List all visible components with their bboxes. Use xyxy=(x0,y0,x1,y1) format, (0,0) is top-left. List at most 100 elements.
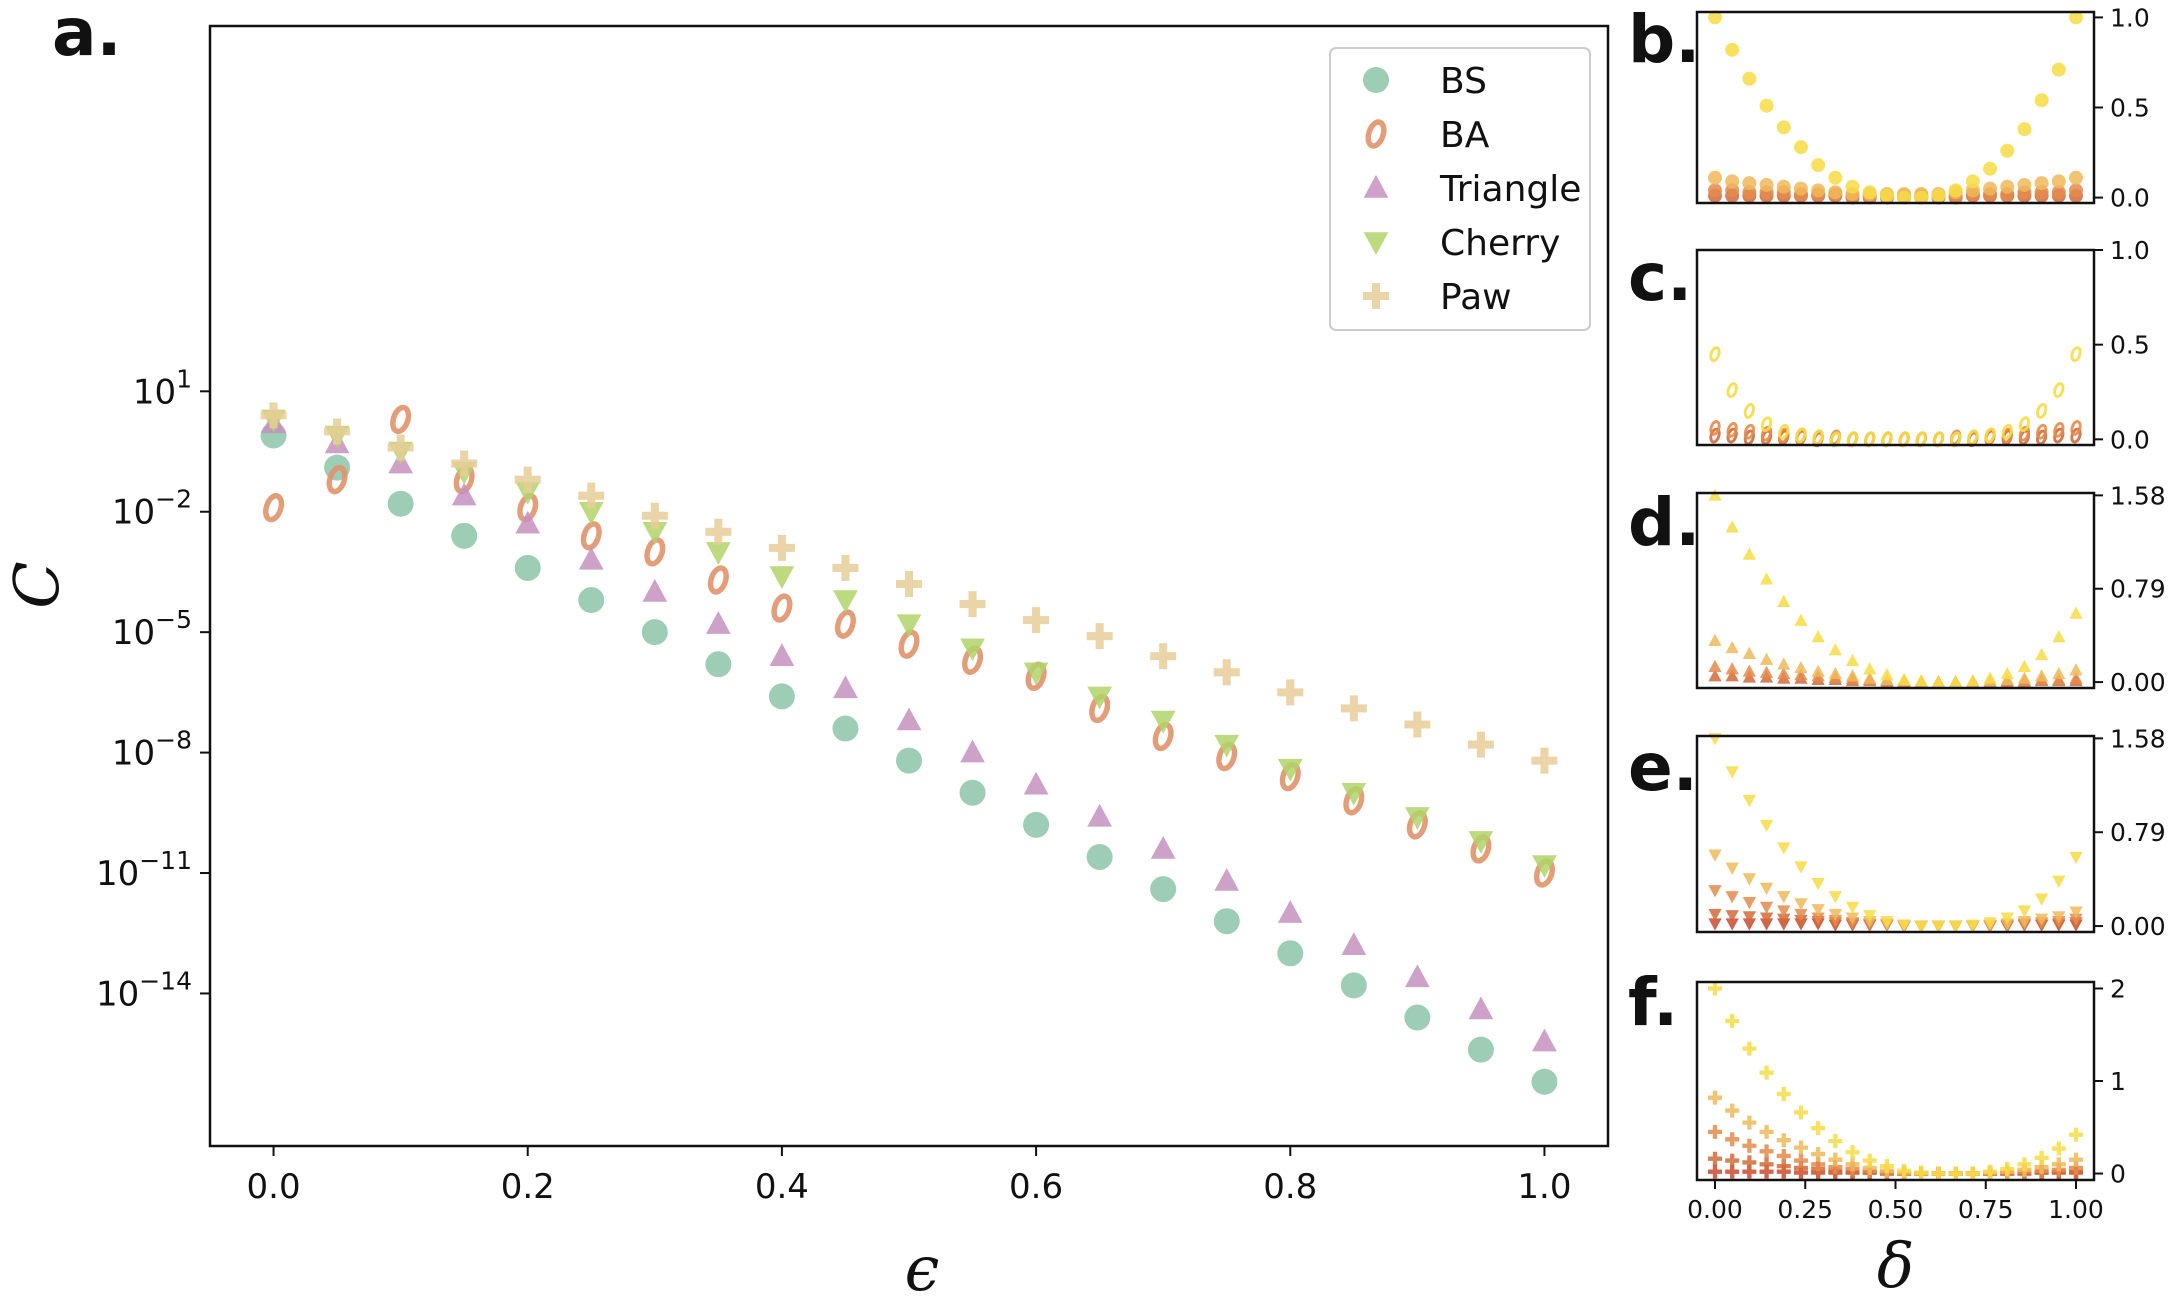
data-point-triangle xyxy=(706,611,731,634)
data-point-series-1 xyxy=(1760,416,1773,433)
data-point-bs xyxy=(1404,1004,1431,1031)
data-point-series-2 xyxy=(1845,669,1860,682)
data-point-series-3 xyxy=(2069,913,2083,926)
small-panels: b. 0.0 0.5 1.0 c. 0.0 0.5 1.0 d. 0.00 0.79 1.58 e. 0.… xyxy=(1628,1,2166,1297)
data-point-series-1 xyxy=(1984,427,1996,444)
data-point-bs xyxy=(705,651,732,678)
data-point-series-3 xyxy=(1777,666,1791,680)
data-point-triangle xyxy=(1087,803,1112,827)
panel-frame xyxy=(1695,491,2096,690)
data-point-series-1 xyxy=(1743,403,1756,419)
panel-a-letter: a. xyxy=(52,0,122,71)
data-point-series-5 xyxy=(1742,1164,1757,1179)
data-point-series-1 xyxy=(1931,188,1946,203)
data-point-series-1 xyxy=(1879,1159,1894,1174)
data-point-series-2 xyxy=(2017,177,2032,192)
data-point-series-2 xyxy=(2035,423,2048,440)
data-point-cherry xyxy=(515,481,541,505)
data-point-series-2 xyxy=(1777,891,1791,904)
data-point-series-1 xyxy=(1742,794,1757,808)
data-point-bs xyxy=(832,715,859,742)
data-point-series-2 xyxy=(1793,181,1808,196)
data-point-series-4 xyxy=(1708,908,1722,922)
data-point-series-2 xyxy=(1759,882,1774,896)
data-point-series-3 xyxy=(1794,668,1808,681)
data-point-series-1 xyxy=(2000,1161,2015,1176)
data-point-paw xyxy=(324,418,351,445)
data-point-paw xyxy=(768,534,795,561)
data-point-bs xyxy=(451,522,478,549)
x-tick-label: 0.75 xyxy=(1958,1195,2014,1224)
data-point-series-1 xyxy=(1863,662,1877,675)
data-point-series-4 xyxy=(1708,669,1722,682)
data-point-series-1 xyxy=(2018,416,2031,433)
data-point-series-3 xyxy=(1708,183,1722,198)
data-point-cherry xyxy=(1405,807,1430,830)
data-point-series-5 xyxy=(1742,918,1757,931)
data-point-series-1 xyxy=(1965,1166,1980,1181)
data-point-series-1 xyxy=(2051,1141,2066,1156)
data-point-series-1 xyxy=(1828,170,1843,185)
data-point-series-1 xyxy=(2017,905,2032,918)
data-point-cherry xyxy=(1532,855,1557,878)
data-point-series-2 xyxy=(2034,913,2049,926)
panel-a-ticks: 0.0 0.2 0.4 0.6 0.8 1.0 101 10−2 10−5 10−8 10−11 10… xyxy=(96,364,1572,1207)
data-point-cherry xyxy=(1214,734,1240,758)
data-point-paw xyxy=(1023,607,1050,634)
data-point-series-1 xyxy=(1897,672,1911,685)
data-point-series-2 xyxy=(1759,652,1774,665)
data-point-series-1 xyxy=(1948,183,1963,198)
x-tick-label: 0.8 xyxy=(1263,1167,1317,1207)
legend-marker-triangle xyxy=(1363,175,1389,198)
y-tick-label: 10−14 xyxy=(96,966,192,1014)
data-point-series-3 xyxy=(1708,1124,1722,1139)
data-point-series-1 xyxy=(1742,547,1757,560)
x-axis-label: ϵ xyxy=(905,1232,940,1297)
panel-letter: f. xyxy=(1628,964,1678,1041)
data-point-series-1 xyxy=(2017,659,2032,672)
data-point-series-1 xyxy=(1777,594,1791,607)
data-point-triangle xyxy=(1405,964,1430,988)
data-point-series-5 xyxy=(1759,1164,1774,1179)
data-point-series-1 xyxy=(1897,919,1911,932)
data-point-paw xyxy=(1150,643,1177,670)
panel-f: f. 0 1 2 0.00 0.25 0.50 0.75 1.00 δ xyxy=(1628,964,2126,1297)
data-point-series-1 xyxy=(1726,382,1738,399)
legend-label: Triangle xyxy=(1439,169,1581,210)
data-point-series-4 xyxy=(1725,1153,1740,1168)
data-point-triangle xyxy=(578,546,604,570)
data-point-paw xyxy=(387,434,414,461)
data-point-series-3 xyxy=(1725,891,1739,904)
data-point-series-1 xyxy=(1845,1145,1860,1160)
data-point-series-4 xyxy=(1725,669,1739,682)
data-point-series-2 xyxy=(1811,904,1825,917)
data-point-paw xyxy=(1467,731,1494,758)
data-point-paw xyxy=(832,554,859,581)
data-point-series-2 xyxy=(1794,660,1808,674)
data-point-series-1 xyxy=(1966,673,1980,687)
data-point-series-1 xyxy=(1725,1013,1740,1028)
data-point-series-1 xyxy=(1794,861,1808,874)
panel-a: a. 0.0 0.2 0.4 0.6 0.8 1.0 101 10−2 10−5 10−8 10−1… xyxy=(0,0,1610,1297)
data-point-series-1 xyxy=(1845,653,1860,667)
data-point-bs xyxy=(1277,940,1304,967)
data-point-series-1 xyxy=(2001,423,2013,440)
y-tick-label: 10−11 xyxy=(96,846,192,894)
y-tick-label: 101 xyxy=(133,364,192,412)
panel-a-markers xyxy=(260,402,1558,1095)
data-point-series-2 xyxy=(1793,1140,1808,1155)
data-point-series-1 xyxy=(2017,122,2032,137)
data-point-cherry xyxy=(1150,710,1176,734)
data-point-series-1 xyxy=(1897,1163,1912,1178)
data-point-series-2 xyxy=(2052,911,2066,924)
data-point-series-1 xyxy=(2069,851,2083,865)
data-point-series-5 xyxy=(1725,918,1739,931)
data-point-series-2 xyxy=(2000,179,2015,194)
data-point-series-3 xyxy=(1742,897,1757,910)
data-point-series-1 xyxy=(1879,188,1894,203)
data-point-cherry xyxy=(706,542,731,565)
data-point-ba xyxy=(326,464,348,495)
data-point-series-2 xyxy=(2034,669,2049,682)
data-point-series-2 xyxy=(1845,1157,1860,1172)
data-point-series-1 xyxy=(1759,572,1774,585)
